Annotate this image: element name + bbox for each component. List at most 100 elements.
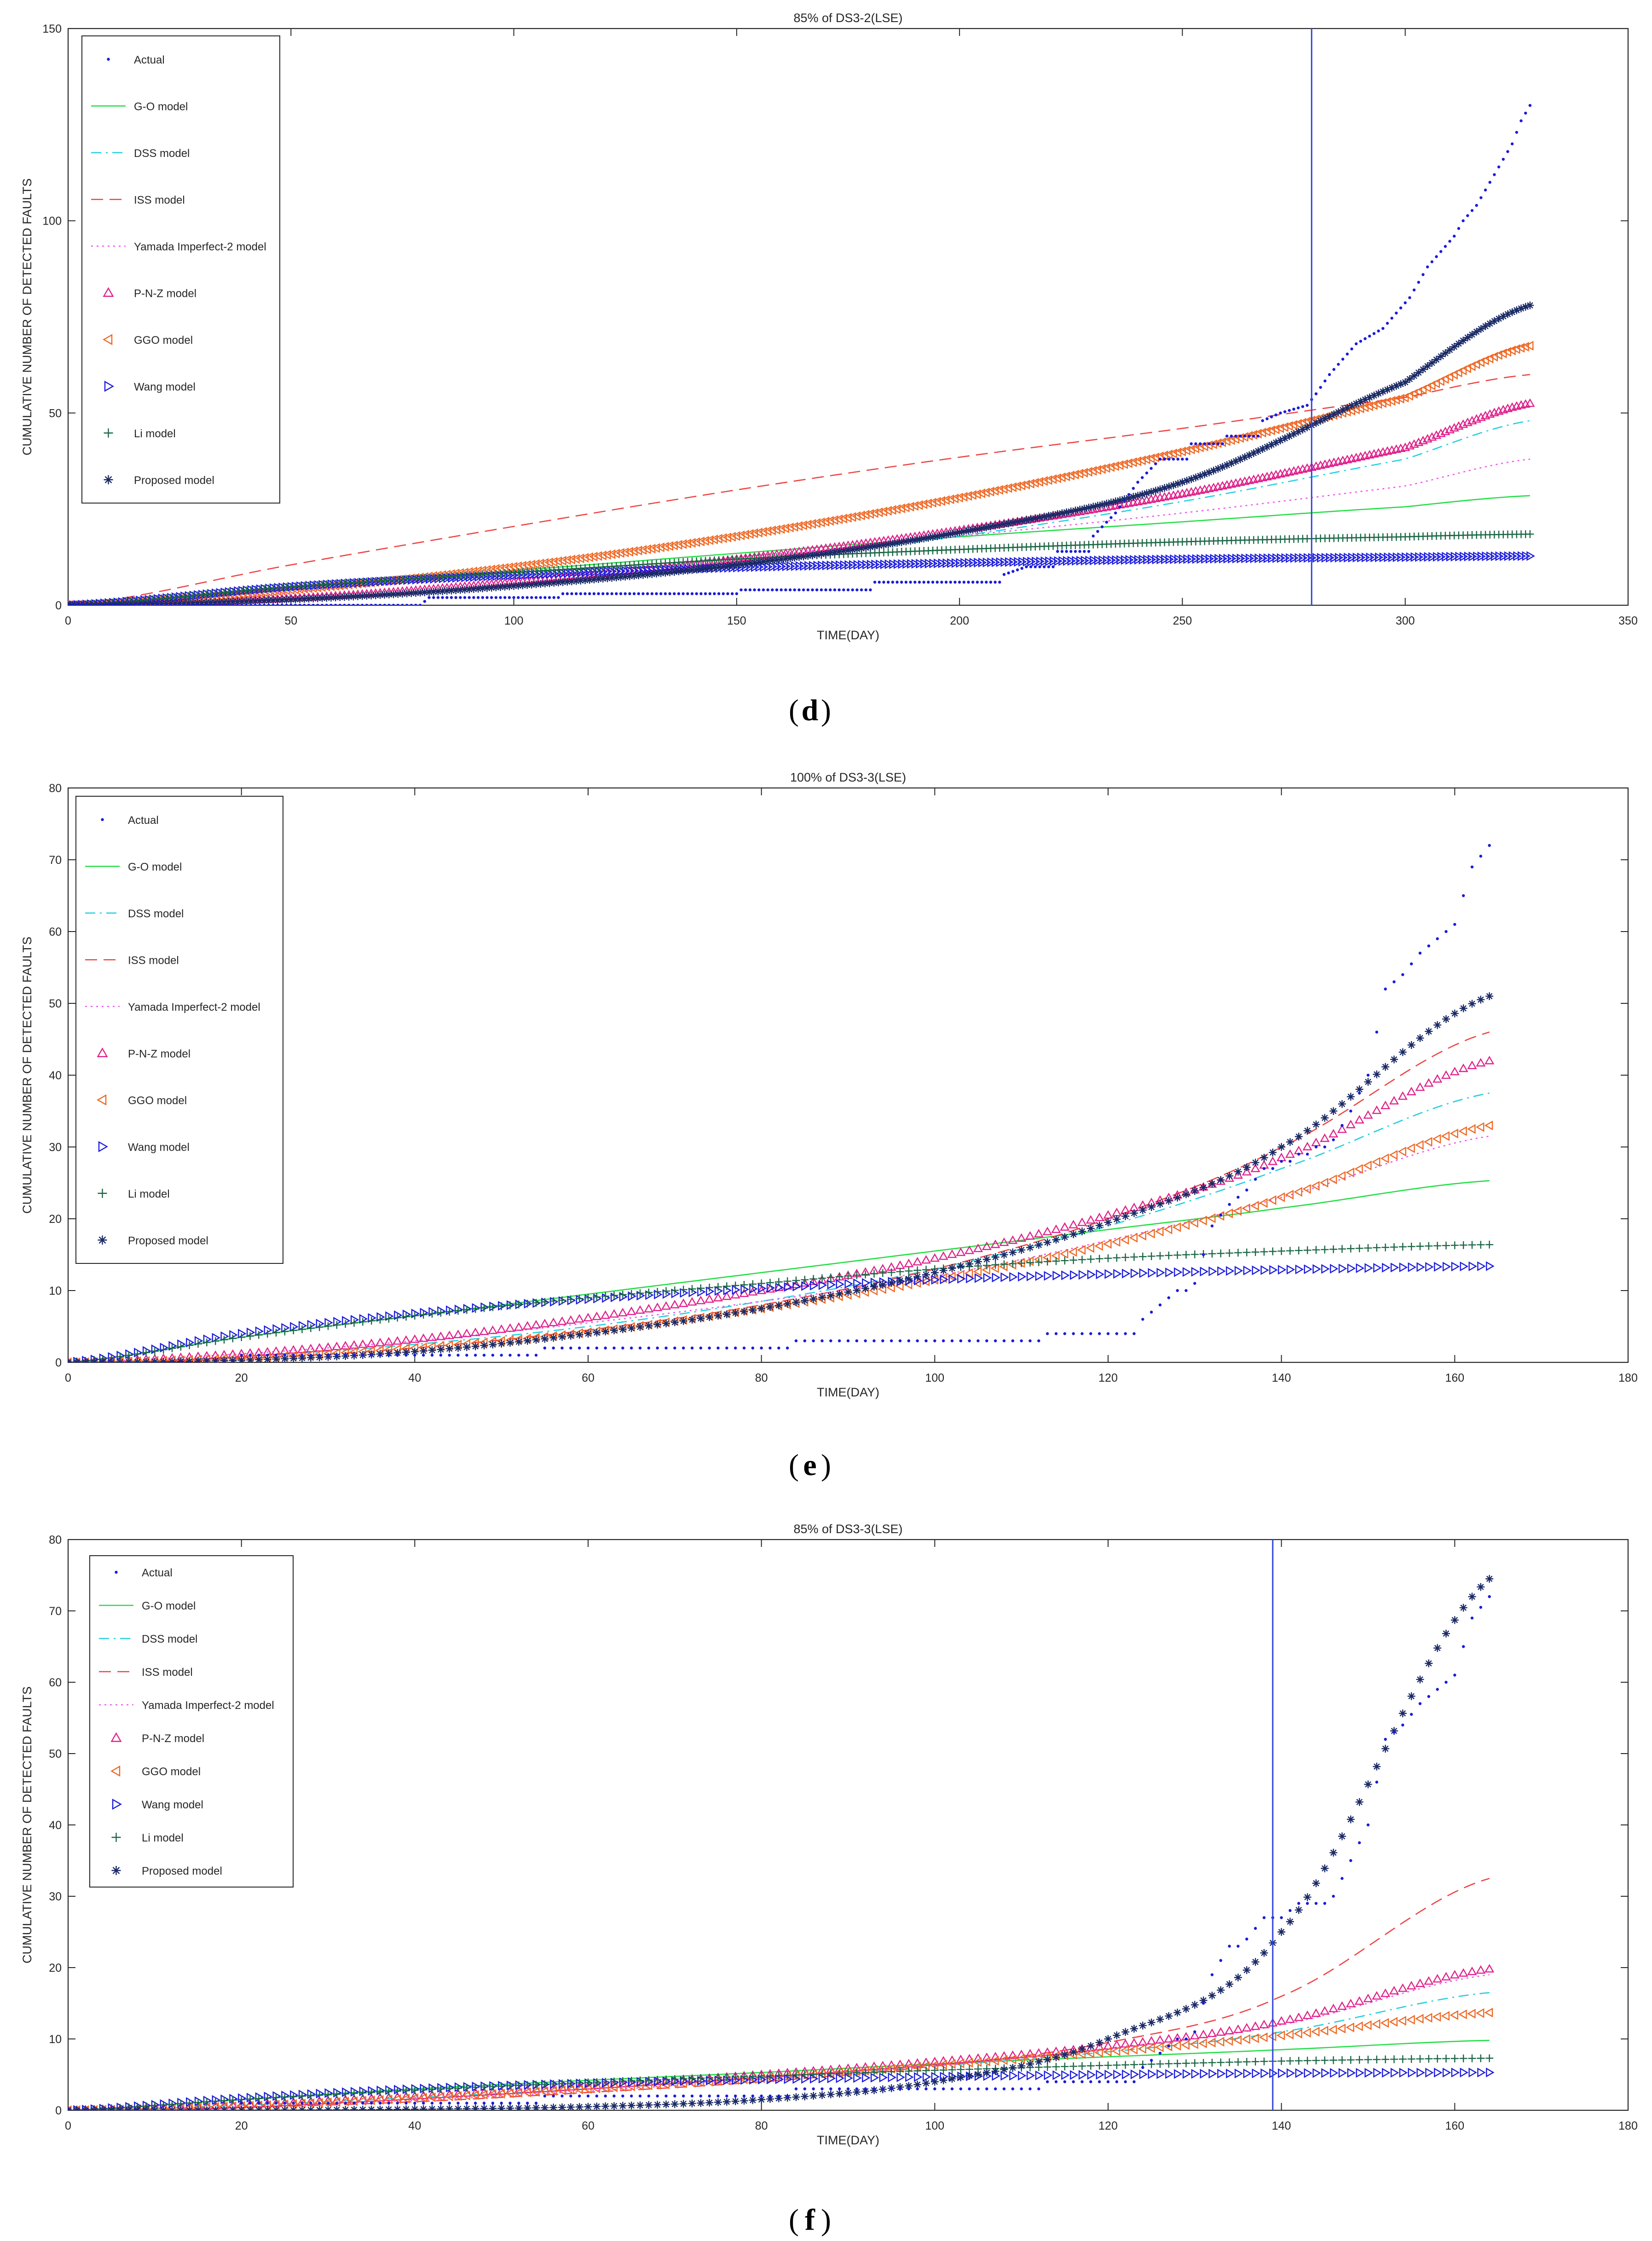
actual-point xyxy=(1323,379,1327,382)
series-marker xyxy=(822,560,831,571)
series-marker xyxy=(804,552,812,560)
series-marker xyxy=(1442,2055,1450,2063)
actual-point xyxy=(1314,1902,1318,1905)
actual-point xyxy=(1045,1332,1049,1335)
series-marker xyxy=(705,2098,714,2107)
series-marker xyxy=(523,1299,531,1308)
actual-point xyxy=(624,592,627,596)
series-marker xyxy=(701,564,710,573)
legend-label: Actual xyxy=(128,814,159,827)
series-marker xyxy=(1425,1262,1434,1272)
actual-point xyxy=(258,603,261,605)
series-marker xyxy=(947,558,956,568)
series-marker xyxy=(1198,2029,1208,2038)
series-marker xyxy=(1285,432,1294,440)
series-marker xyxy=(627,2102,635,2110)
series-marker xyxy=(1103,499,1111,508)
actual-point xyxy=(1359,340,1363,343)
x-tick-label: 0 xyxy=(65,2119,71,2132)
series-marker xyxy=(1165,2012,1173,2020)
series-marker xyxy=(942,531,950,539)
series-marker xyxy=(1087,2070,1096,2080)
actual-point xyxy=(604,1346,607,1349)
series-marker xyxy=(1355,1085,1363,1094)
actual-point xyxy=(1466,214,1469,217)
series-marker xyxy=(1399,1262,1408,1273)
actual-point xyxy=(1390,317,1393,320)
series-marker xyxy=(966,1274,975,1284)
series-marker xyxy=(905,1267,913,1275)
series-marker xyxy=(1459,1004,1467,1013)
actual-point xyxy=(632,592,636,596)
series-marker xyxy=(1077,1245,1086,1255)
series-marker xyxy=(1473,551,1482,562)
series-marker xyxy=(1241,453,1249,461)
actual-point xyxy=(641,592,645,596)
actual-point xyxy=(777,2094,780,2098)
series-marker xyxy=(341,1341,351,1349)
actual-point xyxy=(621,1346,624,1349)
series-marker xyxy=(1294,2056,1303,2065)
series-marker xyxy=(531,559,540,569)
legend-item: GGO model xyxy=(110,1765,201,1778)
series-marker xyxy=(1381,1100,1391,1109)
series-marker xyxy=(1499,312,1508,320)
series-marker xyxy=(653,2076,662,2084)
series-marker xyxy=(1434,1262,1443,1272)
series-marker xyxy=(1346,1998,1356,2008)
series-marker xyxy=(453,1329,463,1338)
series-marker xyxy=(991,1253,999,1261)
series-marker xyxy=(618,1325,627,1333)
series-marker xyxy=(839,547,848,555)
actual-point xyxy=(1252,434,1255,438)
series-marker xyxy=(610,1291,618,1299)
actual-point xyxy=(227,603,230,605)
series-marker xyxy=(1016,2054,1025,2064)
legend-label: Wang model xyxy=(134,381,196,393)
actual-point xyxy=(1185,457,1189,461)
actual-point xyxy=(904,580,908,584)
series-marker xyxy=(861,1270,870,1279)
actual-point xyxy=(673,1346,676,1349)
caption-f: ( f ) xyxy=(789,2203,831,2237)
series-marker xyxy=(1398,1091,1408,1100)
series-marker xyxy=(419,2105,427,2110)
series-marker xyxy=(300,595,308,603)
actual-point xyxy=(907,2087,911,2090)
series-marker xyxy=(1214,554,1223,564)
series-marker xyxy=(180,599,188,605)
series-marker xyxy=(639,571,647,579)
actual-point xyxy=(222,603,226,605)
series-marker xyxy=(1303,423,1311,431)
series-marker xyxy=(879,541,888,549)
series-marker xyxy=(254,1355,263,1362)
series-marker xyxy=(1401,378,1409,387)
x-tick-label: 120 xyxy=(1098,1372,1118,1384)
series-marker xyxy=(809,561,818,571)
series-marker xyxy=(933,532,942,540)
series-marker xyxy=(656,542,664,552)
series-marker xyxy=(1441,1131,1450,1141)
series-marker xyxy=(1268,553,1277,563)
x-tick-label: 160 xyxy=(1445,1372,1464,1384)
series-marker xyxy=(401,2094,410,2104)
actual-point xyxy=(1357,1091,1361,1095)
actual-point xyxy=(439,2102,443,2105)
actual-point xyxy=(1444,245,1447,248)
series-marker xyxy=(1263,443,1271,451)
actual-point xyxy=(1080,1332,1084,1335)
series-marker xyxy=(1416,2055,1424,2063)
actual-point xyxy=(959,2087,963,2090)
series-marker xyxy=(696,536,705,547)
x-tick-label: 20 xyxy=(235,2119,248,2132)
actual-point xyxy=(1115,1332,1119,1335)
series-marker xyxy=(951,529,959,537)
series-marker xyxy=(1173,1193,1182,1202)
series-marker xyxy=(514,2081,523,2090)
actual-point xyxy=(472,596,475,599)
series-marker xyxy=(1366,552,1375,562)
series-marker xyxy=(1165,1197,1173,1205)
series-marker xyxy=(462,1306,471,1314)
series-marker xyxy=(1208,1250,1216,1258)
actual-point xyxy=(1163,457,1166,461)
